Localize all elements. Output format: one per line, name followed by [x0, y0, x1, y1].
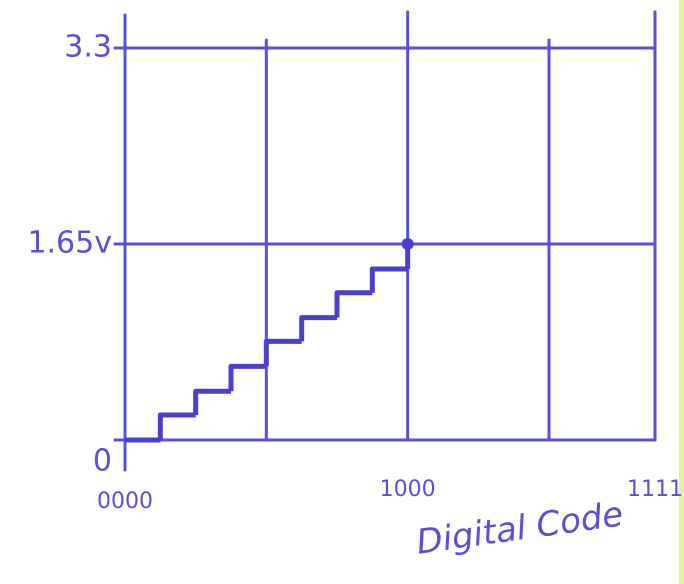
- y-tick-label: 0: [93, 444, 112, 479]
- chart: Digital Code 0 1.65v 3.3 0000 1000 1111: [0, 0, 684, 584]
- step: [266, 341, 301, 366]
- x-tick-label: 1000: [380, 477, 436, 502]
- x-tick-label: 1111: [627, 477, 683, 502]
- step: [160, 415, 195, 440]
- y-tick-label: 3.3: [64, 30, 112, 65]
- x-axis-label: Digital Code: [414, 494, 626, 563]
- step: [337, 293, 372, 318]
- step: [231, 366, 266, 391]
- x-tick-label: 0000: [97, 489, 153, 514]
- step: [372, 269, 407, 293]
- point: [402, 238, 414, 250]
- step: [302, 318, 337, 342]
- y-tick-label: 1.65v: [27, 226, 112, 261]
- step: [196, 391, 231, 415]
